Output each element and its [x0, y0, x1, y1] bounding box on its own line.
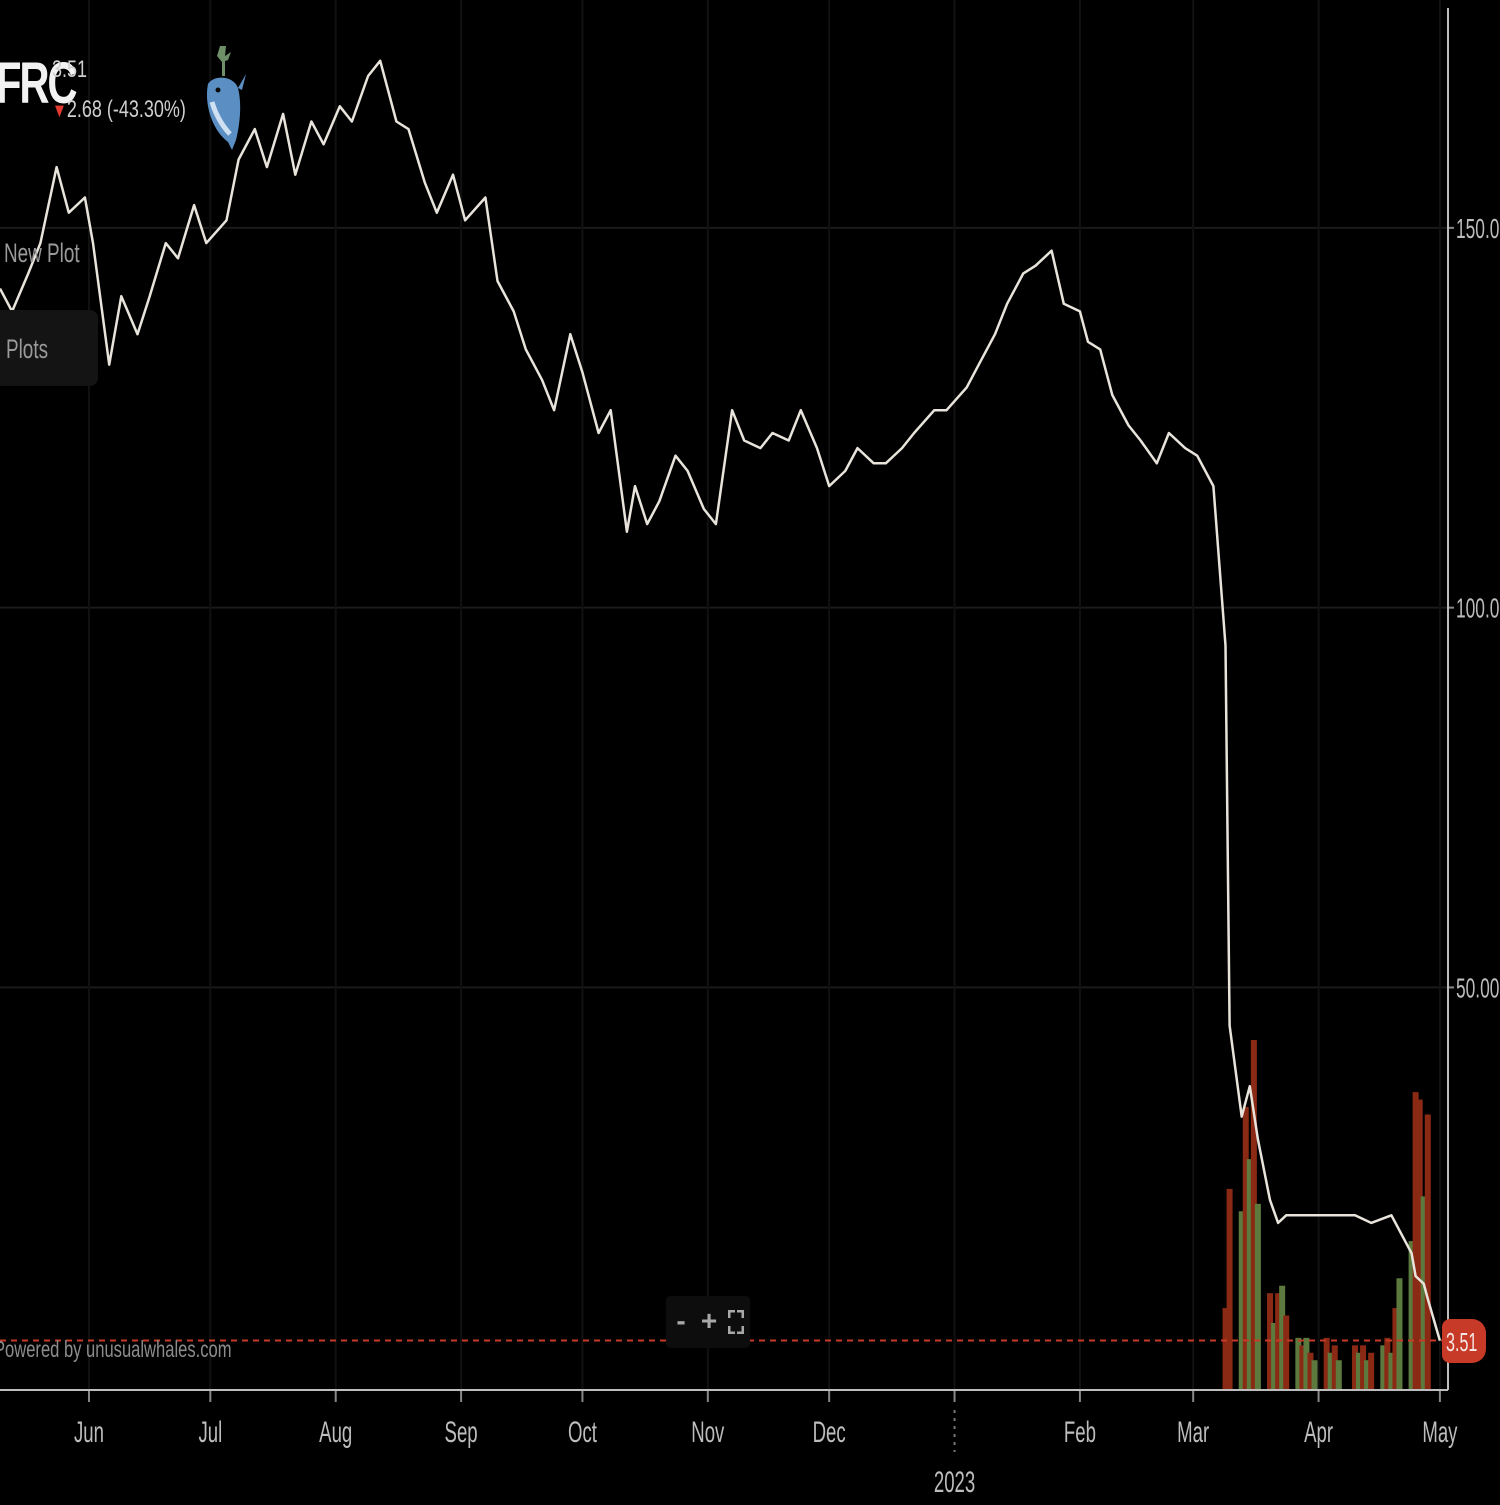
volume-bar — [1271, 1322, 1278, 1390]
volume-bar — [1392, 1308, 1399, 1390]
volume-bar — [1303, 1337, 1310, 1390]
y-tick-label: 100.00 — [1456, 592, 1500, 623]
x-tick-label: Nov — [691, 1416, 724, 1450]
volume-bar — [1275, 1293, 1282, 1390]
volume-bar — [1279, 1285, 1286, 1390]
volume-bar — [1246, 1159, 1253, 1390]
volume-bar — [1242, 1107, 1249, 1390]
volume-bar — [1254, 1203, 1261, 1390]
volume-bar — [1323, 1337, 1330, 1390]
axes: 50.00 100.00 150.00 Jun Jul Aug Sep Oct Nov Dec 20… — [0, 8, 1500, 1499]
volume-bar — [1368, 1352, 1375, 1390]
last-price-tag: 3.51 — [1442, 1318, 1486, 1363]
volume-bar — [1267, 1293, 1274, 1390]
zoom-in-button[interactable]: + — [700, 1305, 718, 1336]
grid-lines — [0, 0, 1448, 1390]
volume-bar — [1424, 1114, 1431, 1390]
plots-button[interactable]: Plots — [0, 310, 98, 386]
whale-logo-icon — [206, 46, 246, 150]
volume-bar — [1311, 1360, 1318, 1390]
x-tick-label: Feb — [1064, 1416, 1096, 1450]
volume-bar — [1416, 1099, 1423, 1390]
volume-bar — [1295, 1337, 1302, 1390]
volume-bar — [1364, 1360, 1371, 1390]
y-tick-label: 50.00 — [1456, 972, 1499, 1003]
ticker-price: 3.51 — [52, 56, 88, 83]
volume-bar — [1307, 1352, 1314, 1390]
y-tick-label: 150.00 — [1456, 213, 1500, 244]
price-line — [0, 59, 1448, 1342]
x-tick-label: Apr — [1304, 1416, 1333, 1450]
x-tick-label: Sep — [445, 1416, 478, 1450]
volume-bar — [1360, 1345, 1367, 1390]
volume-bar — [1384, 1337, 1391, 1390]
x-tick-label: Mar — [1177, 1416, 1209, 1450]
plots-button-label: Plots — [6, 334, 49, 364]
volume-bar — [1351, 1345, 1358, 1390]
year-label: 2023 — [934, 1466, 975, 1500]
ticker-symbol: FRC — [0, 51, 78, 116]
price-series-line — [0, 59, 1442, 1341]
volume-bar — [1380, 1345, 1387, 1390]
volume-bar — [1335, 1360, 1342, 1390]
watermark-text: Powered by unusualwhales.com — [0, 1336, 232, 1362]
x-tick-label: May — [1422, 1416, 1458, 1450]
volume-bar — [1327, 1352, 1334, 1390]
last-price-tag-text: 3.51 — [1446, 1326, 1478, 1357]
volume-bar — [1388, 1352, 1395, 1390]
volume-bar — [1299, 1345, 1306, 1390]
volume-bar — [1356, 1352, 1363, 1390]
volume-bar — [1408, 1241, 1415, 1390]
volume-bar — [1226, 1188, 1233, 1390]
ticker-change: ▼2.68 (-43.30%) — [52, 96, 186, 124]
volume-bar — [1412, 1092, 1419, 1390]
down-arrow-icon: ▼ — [52, 100, 67, 122]
zoom-controls: - + — [666, 1296, 750, 1348]
volume-bars — [1222, 1040, 1431, 1390]
volume-bar — [1396, 1278, 1403, 1390]
new-plot-button[interactable]: New Plot — [4, 238, 80, 268]
zoom-out-button[interactable]: - — [676, 1305, 686, 1336]
volume-bar — [1238, 1211, 1245, 1390]
x-tick-label: Jul — [198, 1416, 222, 1450]
volume-bar — [1250, 1040, 1257, 1390]
x-tick-label: Dec — [813, 1416, 846, 1450]
x-tick-label: Aug — [319, 1416, 352, 1450]
volume-bar — [1331, 1345, 1338, 1390]
fullscreen-icon[interactable] — [728, 1310, 744, 1334]
x-tick-label: Jun — [74, 1416, 104, 1450]
volume-bar — [1420, 1196, 1427, 1390]
ticker-change-value: 2.68 (-43.30%) — [66, 96, 186, 123]
x-tick-label: Oct — [568, 1416, 597, 1450]
volume-bar — [1283, 1315, 1290, 1390]
volume-bar — [1222, 1308, 1229, 1390]
